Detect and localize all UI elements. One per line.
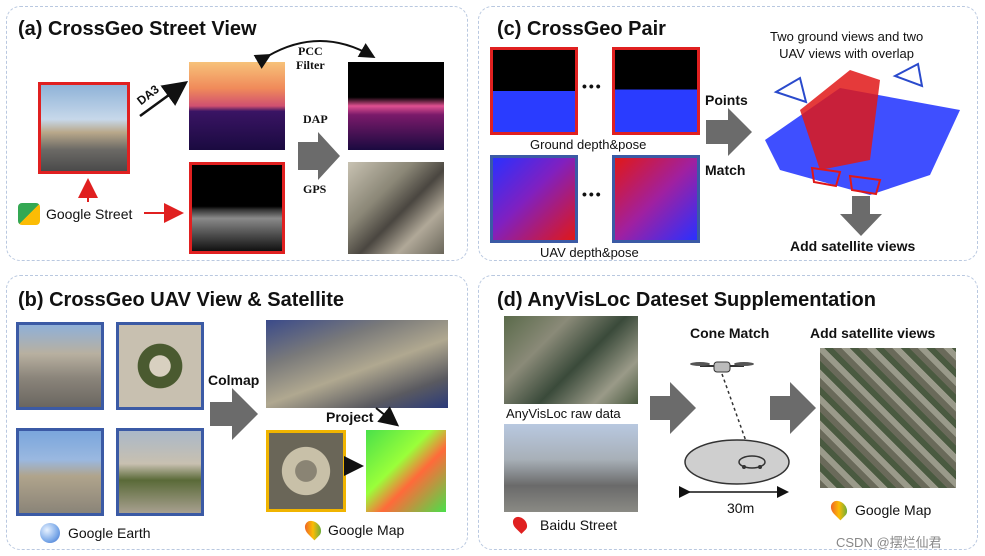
panel-b-title: (b) CrossGeo UAV View & Satellite: [18, 289, 345, 311]
google-street-view-icon: [18, 203, 40, 225]
ground-depth-image-1: [490, 47, 578, 135]
project-arrow: [375, 406, 400, 427]
distance-label: 30m: [727, 500, 755, 516]
filtered-depth-image: [348, 62, 444, 150]
pcc-curved-arrow: [253, 40, 376, 69]
add-satellite-arrow-c: [840, 196, 882, 236]
ground-ellipsis: •••: [582, 78, 603, 94]
car-icon: [738, 455, 766, 469]
da3-arrow: [139, 81, 189, 118]
point-cloud-red: [800, 70, 880, 170]
google-earth-icon: [40, 523, 60, 543]
uav-depth-image-2: [612, 155, 700, 243]
colmap-arrow: [210, 388, 258, 440]
panel-a-title: (a) CrossGeo Street View: [18, 18, 257, 40]
google-earth-label: Google Earth: [68, 525, 151, 541]
search-area-disc: [684, 439, 790, 485]
cone-to-satellite-arrow: [770, 382, 816, 434]
add-satellite-label-c: Add satellite views: [790, 238, 916, 254]
ground-depth-image-2: [612, 47, 700, 135]
depth-map-image: [189, 62, 285, 150]
points-label: Points: [705, 92, 748, 108]
satellite-image-d: [820, 348, 956, 488]
cone-match-label: Cone Match: [690, 325, 770, 341]
raw-data-label: AnyVisLoc raw data: [506, 406, 621, 421]
gps-label: GPS: [303, 182, 327, 196]
uav-ellipsis: •••: [582, 186, 603, 202]
dap-gps-arrow: [298, 132, 340, 180]
baidu-street-image: [504, 424, 638, 512]
watermark: CSDN @摆烂仙君: [836, 535, 942, 550]
colmap-label: Colmap: [208, 372, 260, 388]
ground-depth-label: Ground depth&pose: [530, 137, 647, 152]
google-map-label-d: Google Map: [855, 502, 932, 518]
raw-to-cone-arrow: [650, 382, 696, 434]
add-satellite-label-d: Add satellite views: [810, 325, 936, 341]
project-label: Project: [326, 409, 374, 425]
google-map-label-b: Google Map: [328, 522, 405, 538]
street-view-photo: [38, 82, 130, 174]
camera-frustum-1: [773, 76, 808, 104]
panel-c-title: (c) CrossGeo Pair: [497, 18, 666, 40]
match-label: Match: [705, 162, 746, 178]
panel-d-title: (d) AnyVisLoc Dateset Supplementation: [497, 289, 876, 311]
sky-mask-image: [189, 162, 285, 254]
drone-icon: [690, 361, 754, 373]
uav-view-image-3: [16, 428, 104, 516]
overlap-note: Two ground views and two UAV views with …: [770, 29, 924, 61]
dap-label: DAP: [303, 112, 328, 126]
uav-depth-label: UAV depth&pose: [540, 245, 639, 260]
camera-frustum-3: [810, 166, 842, 188]
points-match-arrow: [706, 108, 752, 156]
camera-frustum-4: [848, 174, 882, 196]
camera-frustum-2: [892, 62, 924, 88]
uav-view-image-2: [116, 322, 204, 410]
google-street-label: Google Street: [46, 206, 133, 222]
reconstruction-image: [266, 320, 448, 408]
uav-view-image-4: [116, 428, 204, 516]
satellite-crop-image: [348, 162, 444, 254]
projection-heatmap: [366, 430, 446, 512]
anyvisloc-raw-image: [504, 316, 638, 404]
uav-view-image-1: [16, 322, 104, 410]
baidu-street-label: Baidu Street: [540, 517, 618, 533]
uav-depth-image-1: [490, 155, 578, 243]
